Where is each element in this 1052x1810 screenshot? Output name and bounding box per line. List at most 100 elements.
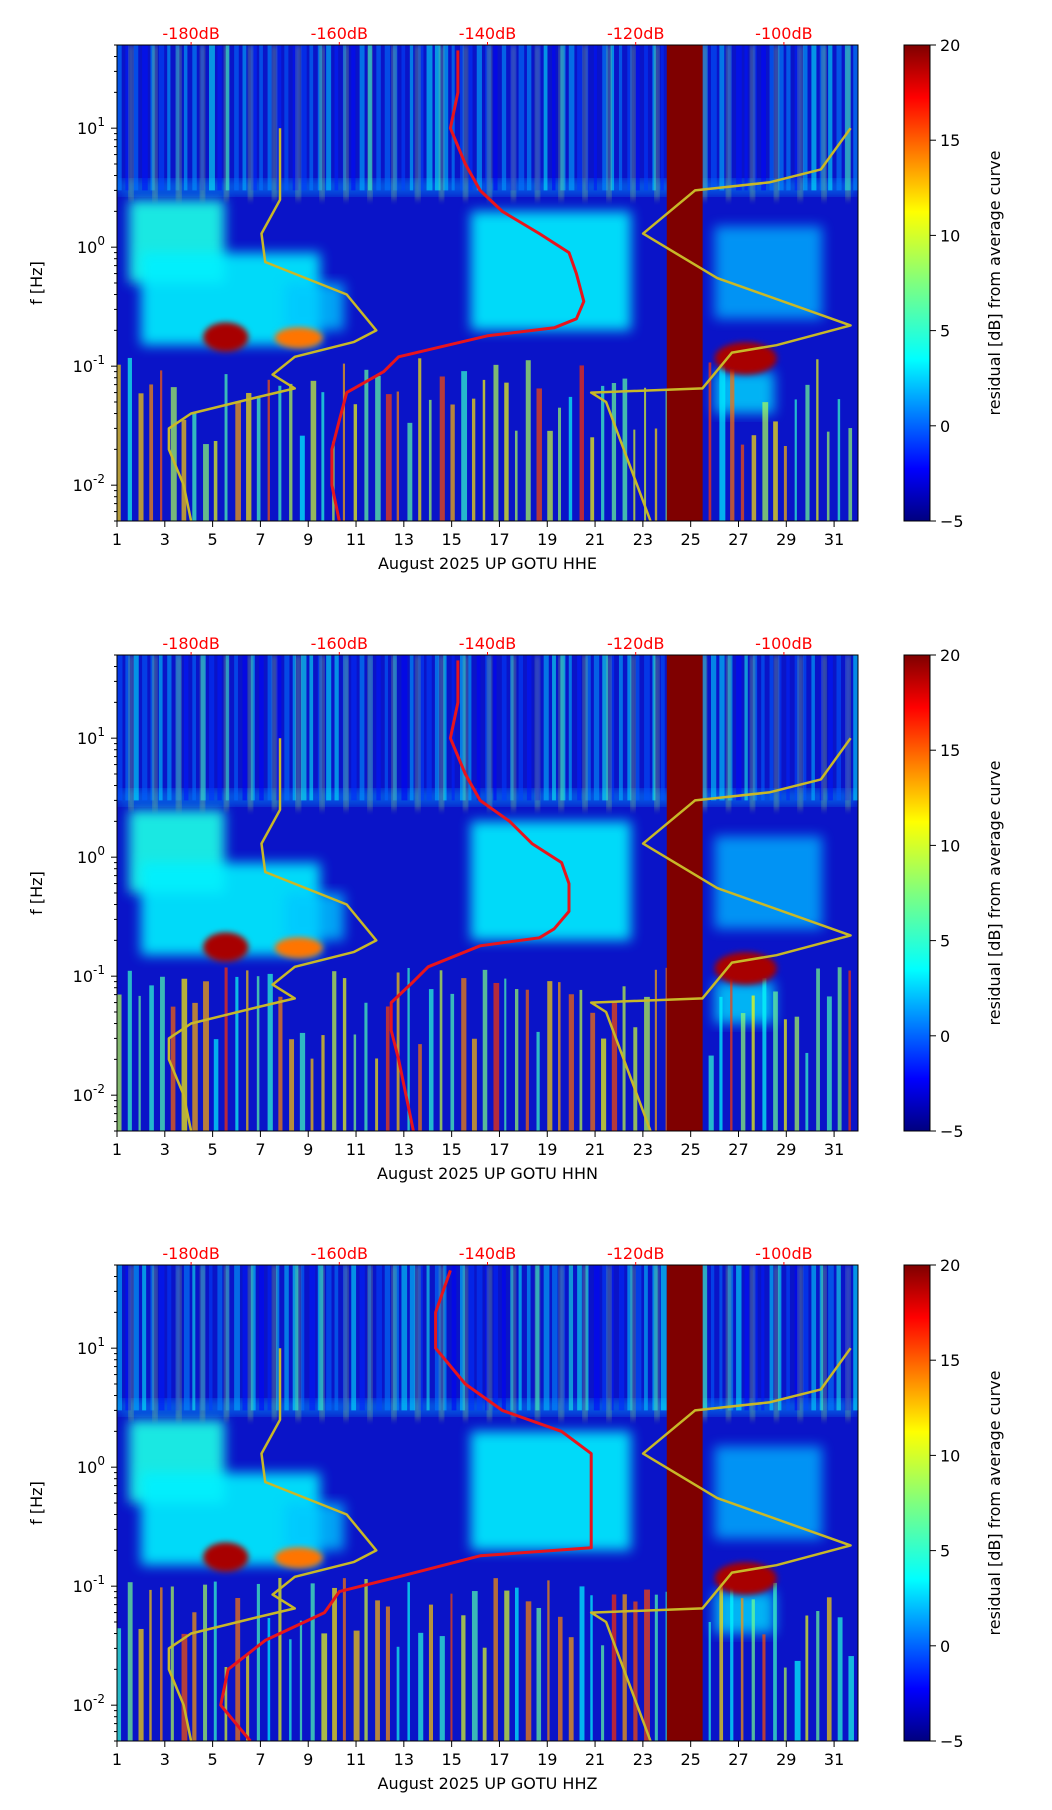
heatmap-cell (321, 392, 325, 521)
heatmap-cell (384, 1265, 391, 1411)
heatmap-cell (259, 45, 263, 191)
colorbar (903, 44, 931, 522)
x-tick-label: 25 (680, 1750, 700, 1769)
heatmap-cell (708, 1621, 711, 1741)
heatmap-cell (504, 978, 507, 1131)
heatmap-cell (439, 1265, 444, 1420)
heatmap-cell (726, 45, 731, 200)
heatmap-cell (439, 970, 443, 1131)
heatmap-cell (342, 978, 347, 1131)
x-tick-label: 29 (776, 1750, 796, 1769)
heatmap-cell (415, 1265, 420, 1420)
heatmap-cell (344, 655, 349, 810)
heatmap-cell (837, 1617, 843, 1741)
heatmap-cell (334, 1265, 339, 1411)
heatmap-cell (602, 655, 608, 801)
heatmap-cell (359, 655, 365, 801)
heatmap-cell (644, 1265, 648, 1411)
x-tick-label: 3 (160, 1750, 170, 1769)
heatmap-cell (774, 1265, 779, 1420)
heatmap-cell (730, 368, 735, 521)
heatmap-cell (719, 364, 726, 521)
heatmap-cell (342, 1578, 346, 1741)
heatmap-cell (334, 45, 339, 191)
heatmap-cell (320, 1265, 325, 1420)
heatmap-cell (461, 371, 468, 521)
heatmap-cell (217, 655, 222, 801)
x-tick-label: 29 (776, 1140, 796, 1159)
x-tick-label: 19 (537, 530, 557, 549)
colorbar-tick-label: 5 (940, 322, 950, 341)
heatmap-cell (235, 976, 239, 1131)
heatmap-cell (816, 359, 819, 521)
y-tick-label: 100 (77, 234, 105, 257)
x-tick-label: 21 (585, 1750, 605, 1769)
heatmap-cell (451, 1265, 457, 1411)
heatmap-cell (391, 1265, 396, 1420)
heatmap-cell (719, 45, 725, 191)
heatmap-cell (627, 1265, 633, 1411)
x-tick-label: 27 (728, 530, 748, 549)
heatmap-cell (183, 1265, 190, 1411)
noise-model-curve (589, 127, 852, 521)
heatmap-hotspot (714, 1562, 777, 1595)
x-tick-label: 21 (585, 1140, 605, 1159)
x-tick-label: 13 (394, 530, 414, 549)
colorbar-tick-label: 15 (940, 1351, 960, 1370)
heatmap-cell (777, 1265, 782, 1411)
heatmap-cell (583, 1265, 588, 1420)
heatmap-cell (117, 364, 121, 521)
colorbar-tick-label: 20 (940, 1256, 960, 1275)
heatmap-cell (644, 655, 650, 801)
heatmap-cell (750, 655, 755, 810)
heatmap-cell (803, 655, 807, 801)
heatmap-cell (213, 1581, 217, 1741)
heatmap-cell (816, 1611, 820, 1741)
heatmap-cell (299, 1032, 306, 1131)
heatmap-cell (654, 45, 659, 200)
heatmap-cell (736, 1265, 742, 1411)
heatmap-cell (289, 1639, 292, 1741)
heatmap-cell (149, 384, 154, 521)
heatmap-cell (418, 358, 422, 521)
heatmap-cell (822, 45, 827, 200)
x-tick-label: 15 (441, 1750, 461, 1769)
heatmap-cell (250, 45, 257, 191)
heatmap-cell (332, 971, 337, 1131)
heatmap-cell (117, 1265, 123, 1411)
heatmap-cell (117, 655, 123, 801)
x-tick-label: 27 (728, 1750, 748, 1769)
heatmap-cell (752, 1265, 758, 1411)
heatmap-cell (543, 1265, 550, 1411)
heatmap-cell (607, 655, 612, 810)
colorbar-tick-label: 0 (940, 417, 950, 436)
heatmap-cell (203, 444, 209, 521)
heatmap-cell (702, 45, 707, 200)
heatmap-cell (751, 1599, 755, 1741)
heatmap-cell (160, 976, 165, 1131)
heatmap-cell (353, 1034, 357, 1131)
heatmap-cell (128, 655, 133, 810)
heatmap-cell (654, 428, 658, 521)
heatmap-cell (176, 1265, 181, 1420)
heatmap-cell (415, 45, 420, 200)
heatmap-cell (396, 391, 400, 521)
heatmap-cell (242, 45, 247, 191)
x-tick-label: 21 (585, 530, 605, 549)
spectrogram-heatmap (117, 655, 858, 1131)
db-scale-label: -140dB (459, 1244, 516, 1263)
heatmap-cell (853, 655, 858, 801)
heatmap-cell (321, 1633, 328, 1741)
heatmap-cell (234, 655, 238, 801)
heatmap-cell (409, 45, 414, 191)
heatmap-hotspot (714, 342, 777, 375)
spectrogram-heatmap (117, 1265, 858, 1741)
heatmap-cell (493, 982, 500, 1131)
heatmap-cell (526, 45, 532, 191)
heatmap-cell (401, 45, 406, 191)
heatmap-cell (583, 655, 588, 810)
colorbar-tick-label: 5 (940, 932, 950, 951)
heatmap-cell (246, 392, 252, 521)
heatmap-cell (583, 45, 588, 200)
